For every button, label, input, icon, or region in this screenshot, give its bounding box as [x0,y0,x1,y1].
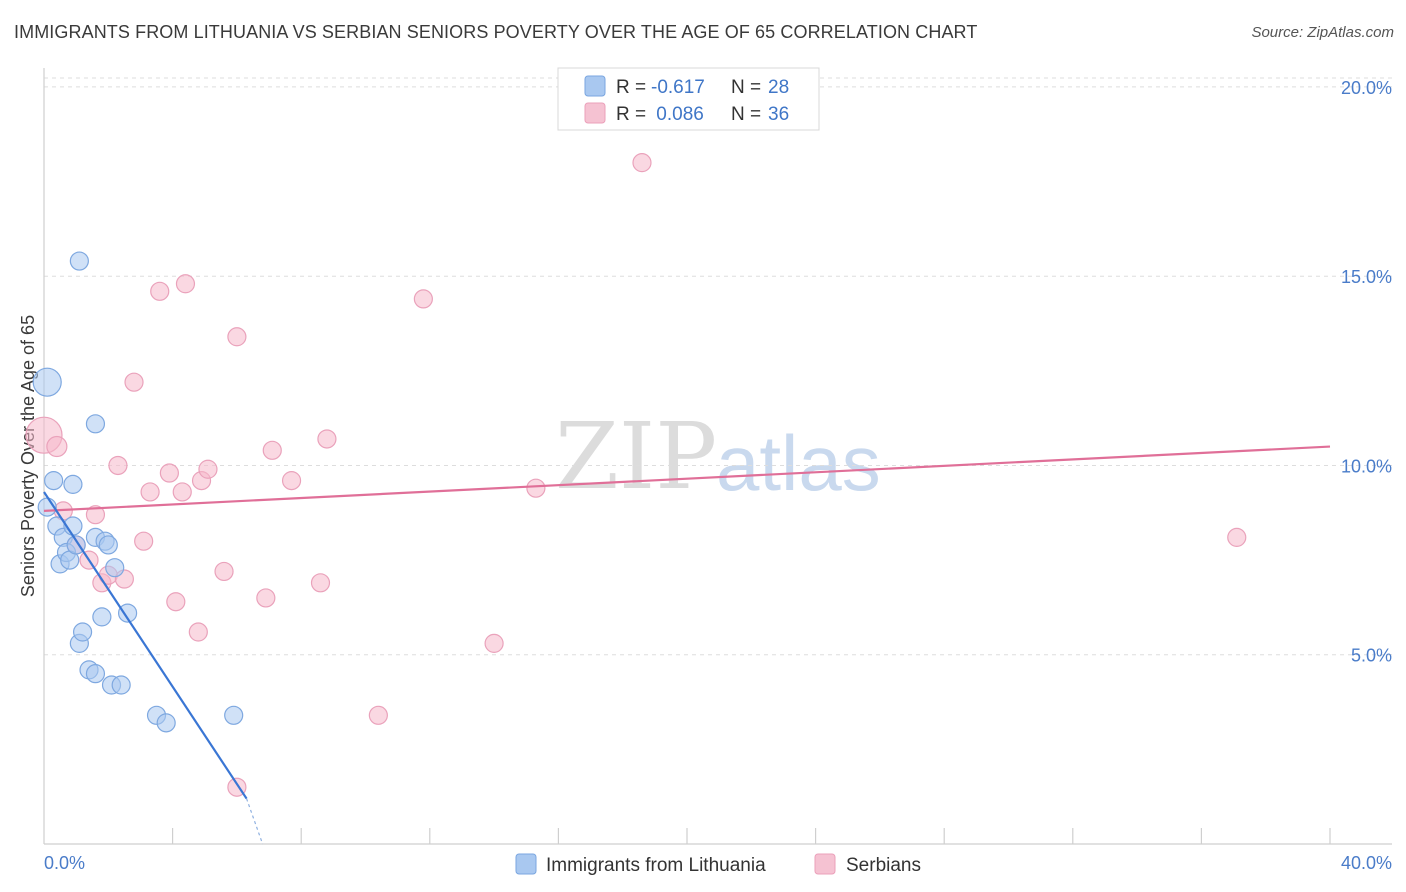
serbians-trend-line [43,445,1331,512]
serbians-point [159,463,179,483]
legend-swatch-pink [584,102,606,124]
lithuania-point [224,705,244,725]
serbians-point [413,289,433,309]
lithuania-point [156,713,176,733]
lithuania-points [32,251,244,733]
serbians-point [368,705,388,725]
correlation-legend: R = -0.617 N = 28 R = 0.086 N = 36 [557,67,820,131]
serbians-point [198,459,218,479]
gridlines [44,77,1392,656]
bottom-legend-swatch-lithuania [515,853,537,875]
serbians-point [526,478,546,498]
serbians-points [25,153,1247,797]
lithuania-trend-line [43,491,248,800]
lithuania-point [105,558,125,578]
lithuania-point [85,664,106,684]
x-tick-label-min: 0.0% [44,853,85,873]
y-tick-label: 15.0% [1341,267,1392,287]
x-tick-label-max: 40.0% [1341,853,1392,873]
lithuania-point [69,251,89,271]
legend-n-label-pink: N = [731,104,761,125]
legend-n-value-pink: 36 [768,104,789,125]
serbians-point [262,440,282,460]
serbians-point [256,588,276,608]
y-tick-label: 20.0% [1341,78,1392,98]
legend-swatch-blue [584,75,606,97]
y-axis-label: Seniors Poverty Over the Age of 65 [18,315,38,597]
lithuania-point [92,607,112,627]
bottom-legend-swatch-serbians [814,853,836,875]
watermark-zip: ZIP [555,403,717,510]
serbians-point [46,435,68,458]
lithuania-point [44,471,64,491]
source-credit: Source: ZipAtlas.com [1251,24,1394,41]
lithuania-point [32,367,62,397]
serbians-point [166,592,186,612]
trend-lines [43,445,1331,845]
legend-r-value-pink: 0.086 [651,104,704,125]
serbians-point [108,455,128,476]
series-legend: Immigrants from Lithuania Serbians [515,853,921,876]
bottom-legend-label-lithuania: Immigrants from Lithuania [546,855,766,876]
watermark-atlas: atlas [716,419,881,507]
serbians-point [150,281,170,301]
axes [43,68,1392,845]
y-tick-labels: 5.0% 10.0% 15.0% 20.0% [1341,78,1392,666]
serbians-point [214,561,234,582]
legend-r-label-pink: R = [616,104,646,125]
serbians-point [1227,527,1247,547]
legend-n-value-blue: 28 [768,77,789,98]
serbians-point [310,573,331,593]
serbians-point [632,153,652,173]
lithuania-point [66,535,86,555]
x-ticks [172,828,1331,844]
lithuania-point [117,603,138,623]
y-tick-label: 10.0% [1341,456,1392,476]
serbians-point [85,505,106,525]
chart-title: IMMIGRANTS FROM LITHUANIA VS SERBIAN SEN… [14,22,978,42]
lithuania-point [111,675,131,695]
lithuania-point [85,414,106,434]
serbians-point [124,372,144,392]
lithuania-point [98,535,118,555]
serbians-point [172,482,192,502]
serbians-point [227,327,247,347]
lithuania-trend-extension [245,798,264,845]
bottom-legend-label-serbians: Serbians [846,855,921,876]
serbians-point [484,633,504,653]
serbians-point [317,429,337,449]
legend-n-label-blue: N = [731,77,761,98]
serbians-point [140,482,160,502]
lithuania-point [72,622,93,642]
legend-r-label-blue: R = [616,77,646,98]
serbians-point [188,622,208,642]
y-tick-label: 5.0% [1351,646,1392,666]
serbians-point [134,531,154,551]
serbians-point [175,274,196,294]
serbians-point [281,471,302,491]
lithuania-point [63,474,83,494]
legend-r-value-blue: -0.617 [651,77,705,98]
